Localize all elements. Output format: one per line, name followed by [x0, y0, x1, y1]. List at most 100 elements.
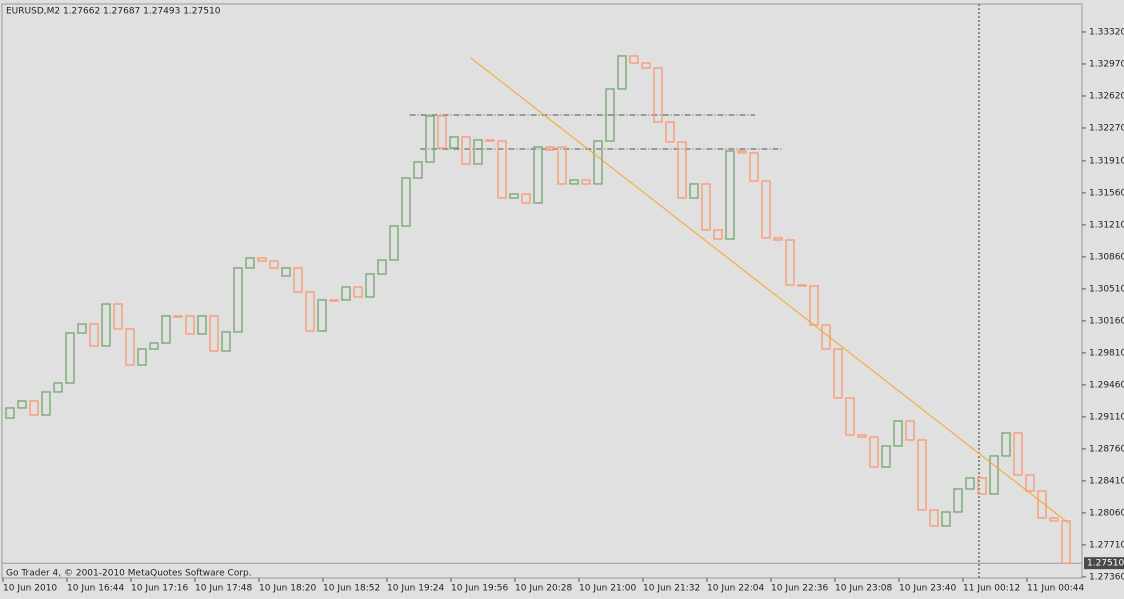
candle-body — [437, 115, 447, 149]
y-tick-label: 1.31910 — [1089, 156, 1124, 166]
candle-body — [377, 259, 387, 275]
candle-body — [233, 267, 243, 333]
candle-body — [605, 88, 615, 142]
candle-body — [893, 420, 903, 447]
x-tick-label: 11 Jun 00:44 — [1027, 584, 1084, 594]
candle-body — [161, 315, 171, 344]
y-tick-label: 1.31210 — [1089, 220, 1124, 230]
candle-body — [209, 315, 219, 352]
candle-body — [1049, 517, 1059, 522]
y-tick-label: 1.30510 — [1089, 284, 1124, 294]
candle-body — [473, 139, 483, 165]
x-tick-label: 10 Jun 17:48 — [195, 584, 252, 594]
candle-body — [953, 488, 963, 513]
x-tick-label: 10 Jun 22:36 — [771, 584, 828, 594]
candle-body — [905, 420, 915, 441]
candle-body — [701, 183, 711, 231]
candle-body — [257, 257, 267, 262]
y-tick-label: 1.31560 — [1089, 188, 1124, 198]
candle-body — [461, 136, 471, 165]
candle-body — [365, 273, 375, 298]
y-tick-label: 1.28760 — [1089, 444, 1124, 454]
candle-body — [629, 55, 639, 64]
candle-body — [353, 286, 363, 298]
candle-body — [977, 477, 987, 495]
candle-body — [641, 62, 651, 69]
candle-body — [593, 140, 603, 185]
candle-body — [509, 193, 519, 199]
candle-body — [113, 303, 123, 330]
candle-body — [125, 328, 135, 366]
candle-body — [173, 315, 183, 318]
candle-body — [101, 303, 111, 347]
candle-body — [89, 323, 99, 347]
candle-body — [857, 434, 867, 438]
candle-body — [185, 315, 195, 335]
current-price-label: 1.27510 — [1087, 559, 1124, 569]
candle-body — [941, 511, 951, 527]
candle-body — [545, 146, 555, 151]
candle-body — [773, 237, 783, 241]
candle-body — [533, 146, 543, 204]
x-tick-label: 10 Jun 23:08 — [835, 584, 892, 594]
candle-body — [29, 400, 39, 416]
candle-body — [665, 121, 675, 143]
x-tick-label: 10 Jun 2010 — [3, 584, 57, 594]
y-tick-label: 1.27360 — [1089, 572, 1124, 582]
x-tick-label: 11 Jun 00:12 — [963, 584, 1020, 594]
footer: Go Trader 4, © 2001-2010 MetaQuotes Soft… — [6, 569, 252, 579]
candle-body — [269, 260, 279, 269]
candle-body — [65, 332, 75, 384]
candle-body — [77, 323, 87, 334]
candle-body — [497, 140, 507, 199]
candle-body — [1037, 490, 1047, 519]
current-price-box — [1084, 557, 1124, 570]
candle-body — [713, 229, 723, 240]
candle-body — [653, 67, 663, 123]
candle-body — [281, 267, 291, 277]
candle-body — [329, 299, 339, 302]
candle-body — [485, 139, 495, 142]
candle-body — [317, 299, 327, 332]
y-tick-label: 1.29460 — [1089, 380, 1124, 390]
y-tick-label: 1.32270 — [1089, 123, 1124, 133]
candle-body — [245, 257, 255, 269]
y-tick-label: 1.30860 — [1089, 252, 1124, 262]
y-tick-label: 1.29810 — [1089, 348, 1124, 358]
candle-body — [617, 55, 627, 90]
candle-body — [425, 115, 435, 163]
candle-body — [845, 397, 855, 436]
y-tick-label: 1.27710 — [1089, 540, 1124, 550]
candle-body — [761, 180, 771, 239]
candle-body — [1013, 432, 1023, 476]
y-tick-label: 1.28060 — [1089, 508, 1124, 518]
x-tick-label: 10 Jun 18:20 — [259, 584, 316, 594]
candle-body — [341, 286, 351, 301]
candle-body — [197, 315, 207, 335]
candle-body — [917, 439, 927, 511]
x-tick-label: 10 Jun 20:28 — [515, 584, 572, 594]
candle-body — [965, 477, 975, 490]
candle-body — [797, 284, 807, 287]
candle-body — [221, 331, 231, 352]
y-tick-label: 1.32970 — [1089, 59, 1124, 69]
candle-body — [17, 400, 27, 409]
candle-body — [785, 239, 795, 286]
y-tick-label: 1.32620 — [1089, 91, 1124, 101]
x-tick-label: 10 Jun 21:00 — [579, 584, 636, 594]
y-tick-label: 1.28410 — [1089, 476, 1124, 486]
candle-body — [737, 150, 747, 154]
candle-body — [929, 509, 939, 527]
x-tick-label: 10 Jun 16:44 — [67, 584, 124, 594]
candle-body — [293, 267, 303, 293]
trend-line — [470, 57, 1069, 524]
x-tick-label: 10 Jun 22:04 — [707, 584, 764, 594]
y-tick-label: 1.33320 — [1089, 27, 1124, 37]
candle-body — [569, 179, 579, 185]
candle-body — [41, 391, 51, 416]
candle-body — [749, 152, 759, 182]
candle-body — [53, 382, 63, 393]
candle-body — [833, 348, 843, 399]
candle-body — [449, 136, 459, 149]
